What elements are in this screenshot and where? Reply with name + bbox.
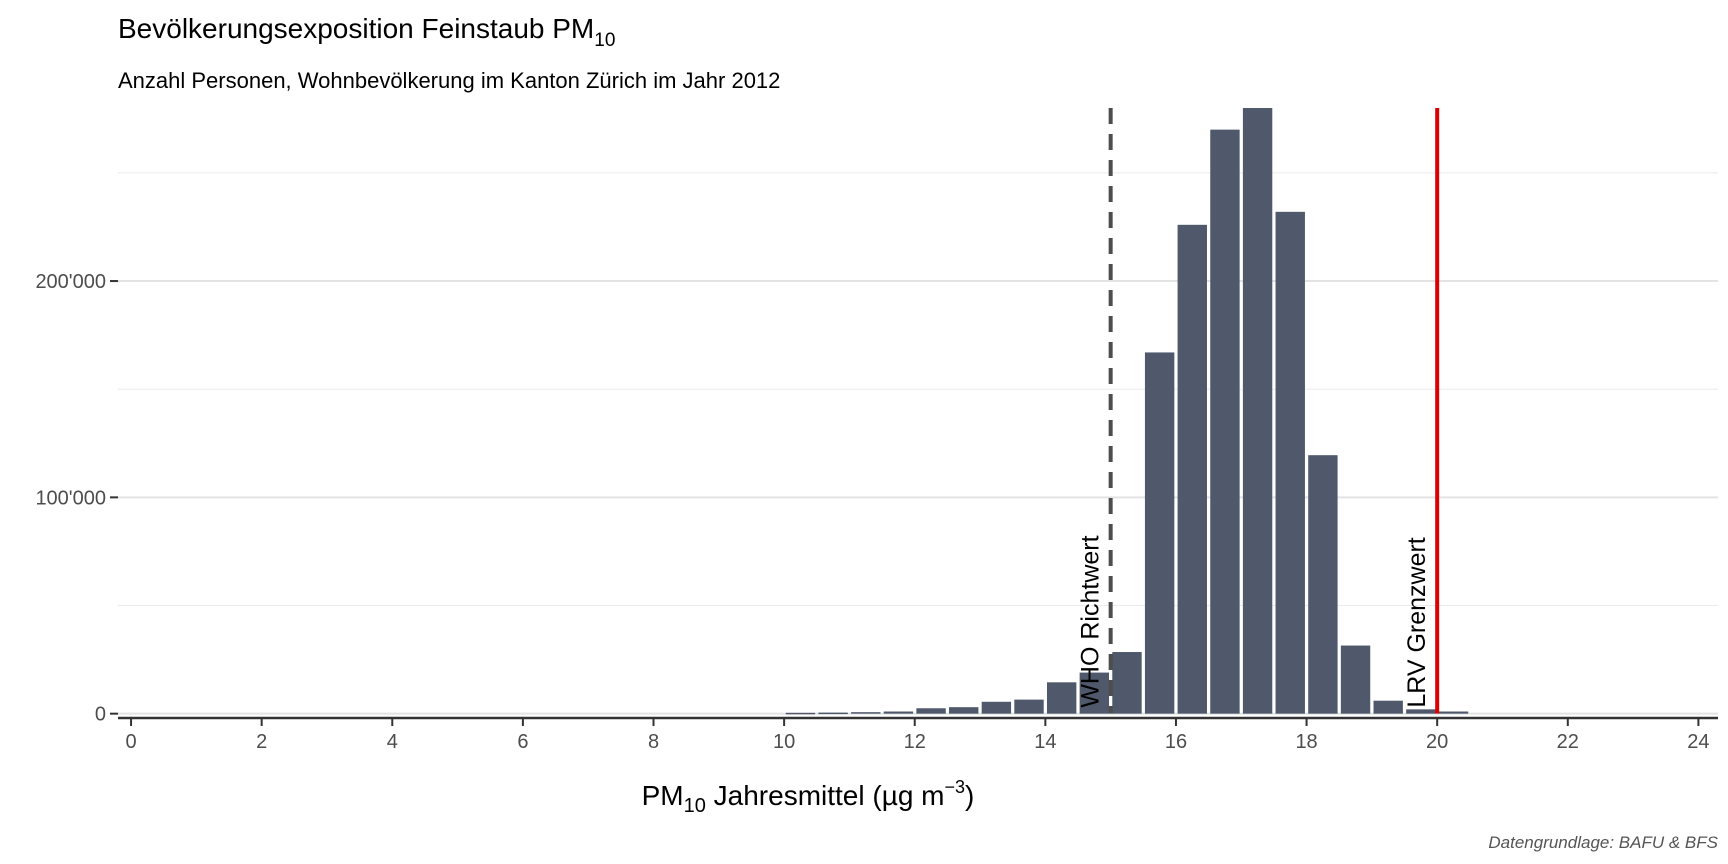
x-tick-label: 6 xyxy=(517,731,528,753)
histogram-bar xyxy=(1340,645,1371,714)
y-tick-label: 100'000 xyxy=(35,487,106,509)
bars xyxy=(785,108,1469,715)
histogram-bar xyxy=(981,701,1012,714)
x-tick-label: 20 xyxy=(1426,731,1448,753)
histogram-bar xyxy=(1079,672,1110,714)
histogram-bar xyxy=(1210,129,1240,714)
histogram-bar xyxy=(1406,709,1436,714)
lrv-label: LRV Grenzwert xyxy=(1403,537,1431,707)
histogram-bar xyxy=(1177,224,1207,714)
histogram-bar xyxy=(1046,682,1077,714)
histogram-bar xyxy=(883,711,914,714)
x-axis-title: PM10 Jahresmittel (µg m−3) xyxy=(642,777,975,817)
x-tick-label: 22 xyxy=(1557,731,1579,753)
histogram-bar xyxy=(1275,211,1305,714)
histogram-bar xyxy=(818,712,848,715)
x-tick-label: 2 xyxy=(256,731,267,753)
x-tick-label: 10 xyxy=(773,731,795,753)
chart-title: Bevölkerungsexposition Feinstaub PM10 xyxy=(118,13,615,51)
histogram-bar xyxy=(1014,699,1044,714)
chart-subtitle: Anzahl Personen, Wohnbevölkerung im Kant… xyxy=(118,68,780,93)
x-tick-label: 16 xyxy=(1165,731,1187,753)
who-label: WHO Richtwert xyxy=(1077,535,1105,707)
y-tick-label: 200'000 xyxy=(35,271,106,293)
histogram-bar xyxy=(1112,652,1142,714)
x-tick-label: 0 xyxy=(125,731,136,753)
grid-lines xyxy=(118,172,1718,715)
x-tick-label: 18 xyxy=(1295,731,1317,753)
histogram-bar xyxy=(1308,455,1338,714)
x-tick-label: 24 xyxy=(1687,731,1709,753)
histogram-bar xyxy=(1242,108,1273,714)
histogram-bar xyxy=(1373,700,1403,714)
x-tick-label: 12 xyxy=(904,731,926,753)
reference-lines: WHO Richtwert LRV Grenzwert xyxy=(1077,108,1440,714)
histogram-bar xyxy=(851,712,881,714)
histogram-bar xyxy=(916,708,946,714)
x-tick-label: 14 xyxy=(1034,731,1056,753)
histogram-bar xyxy=(1144,352,1175,714)
x-tick-label: 8 xyxy=(648,731,659,753)
histogram-bar xyxy=(949,707,979,714)
y-tick-label: 0 xyxy=(95,704,106,726)
histogram-bar xyxy=(1438,711,1469,714)
x-tick-label: 4 xyxy=(387,731,398,753)
source-caption: Datengrundlage: BAFU & BFS xyxy=(1488,833,1718,852)
histogram-bar xyxy=(785,712,816,715)
